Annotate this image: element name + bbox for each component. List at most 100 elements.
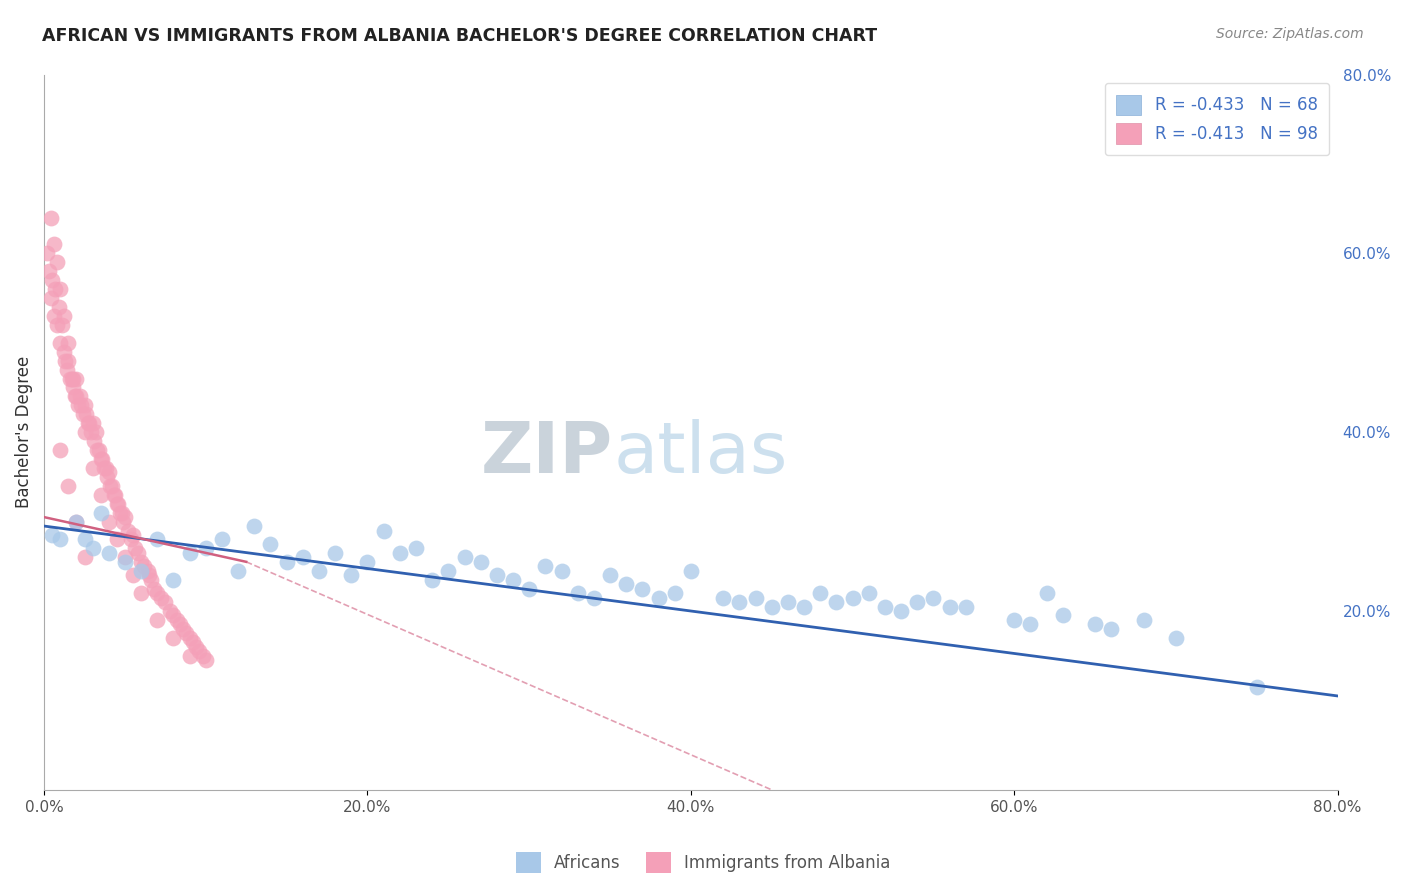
Point: [80, 425, 103, 440]
Point: [1019, 617, 1042, 632]
Point: [55, 362, 77, 376]
Point: [111, 506, 134, 520]
Point: [82, 416, 104, 430]
Point: [82, 541, 104, 556]
Point: [122, 568, 145, 582]
Point: [46, 318, 69, 332]
Point: [146, 613, 169, 627]
Point: [194, 541, 217, 556]
Point: [169, 617, 191, 632]
Point: [72, 407, 94, 421]
Point: [550, 564, 572, 578]
Point: [52, 309, 75, 323]
Point: [73, 550, 96, 565]
Point: [1132, 613, 1154, 627]
Point: [176, 626, 198, 640]
Point: [41, 528, 63, 542]
Point: [614, 577, 637, 591]
Point: [181, 635, 204, 649]
Point: [49, 282, 72, 296]
Point: [127, 546, 149, 560]
Point: [276, 555, 298, 569]
Point: [38, 264, 60, 278]
Point: [1246, 680, 1268, 694]
Point: [73, 425, 96, 440]
Point: [373, 524, 395, 538]
Point: [41, 273, 63, 287]
Point: [104, 488, 127, 502]
Point: [146, 533, 169, 547]
Point: [502, 573, 524, 587]
Point: [159, 604, 181, 618]
Point: [97, 546, 120, 560]
Point: [60, 371, 83, 385]
Point: [728, 595, 751, 609]
Point: [179, 648, 201, 663]
Point: [437, 564, 460, 578]
Point: [58, 353, 80, 368]
Point: [517, 582, 540, 596]
Point: [129, 586, 152, 600]
Point: [105, 533, 128, 547]
Point: [53, 353, 76, 368]
Point: [65, 515, 87, 529]
Point: [101, 479, 124, 493]
Point: [162, 608, 184, 623]
Point: [39, 291, 62, 305]
Point: [761, 599, 783, 614]
Legend: Africans, Immigrants from Albania: Africans, Immigrants from Albania: [509, 846, 897, 880]
Point: [155, 595, 177, 609]
Point: [744, 591, 766, 605]
Point: [122, 528, 145, 542]
Point: [793, 599, 815, 614]
Point: [69, 389, 91, 403]
Point: [1035, 586, 1057, 600]
Point: [65, 371, 87, 385]
Point: [143, 582, 166, 596]
Point: [1164, 631, 1187, 645]
Point: [84, 425, 107, 440]
Point: [1099, 622, 1122, 636]
Text: atlas: atlas: [613, 419, 787, 488]
Point: [858, 586, 880, 600]
Point: [356, 555, 378, 569]
Point: [65, 515, 87, 529]
Point: [67, 398, 90, 412]
Point: [138, 568, 160, 582]
Point: [129, 555, 152, 569]
Point: [405, 541, 427, 556]
Point: [166, 613, 188, 627]
Point: [179, 631, 201, 645]
Point: [114, 555, 136, 569]
Point: [647, 591, 669, 605]
Point: [922, 591, 945, 605]
Point: [226, 564, 249, 578]
Point: [1084, 617, 1107, 632]
Point: [44, 282, 66, 296]
Point: [938, 599, 960, 614]
Point: [162, 631, 184, 645]
Point: [90, 506, 112, 520]
Point: [51, 318, 73, 332]
Point: [103, 488, 125, 502]
Text: AFRICAN VS IMMIGRANTS FROM ALBANIA BACHELOR'S DEGREE CORRELATION CHART: AFRICAN VS IMMIGRANTS FROM ALBANIA BACHE…: [42, 27, 877, 45]
Point: [340, 568, 363, 582]
Text: ZIP: ZIP: [481, 419, 613, 488]
Point: [91, 452, 114, 467]
Point: [105, 497, 128, 511]
Point: [100, 479, 122, 493]
Point: [49, 443, 72, 458]
Point: [114, 550, 136, 565]
Point: [124, 541, 146, 556]
Point: [82, 461, 104, 475]
Point: [323, 546, 346, 560]
Point: [42, 237, 65, 252]
Point: [97, 515, 120, 529]
Point: [291, 550, 314, 565]
Point: [534, 559, 557, 574]
Point: [97, 466, 120, 480]
Point: [582, 591, 605, 605]
Point: [48, 300, 70, 314]
Point: [112, 515, 135, 529]
Point: [114, 510, 136, 524]
